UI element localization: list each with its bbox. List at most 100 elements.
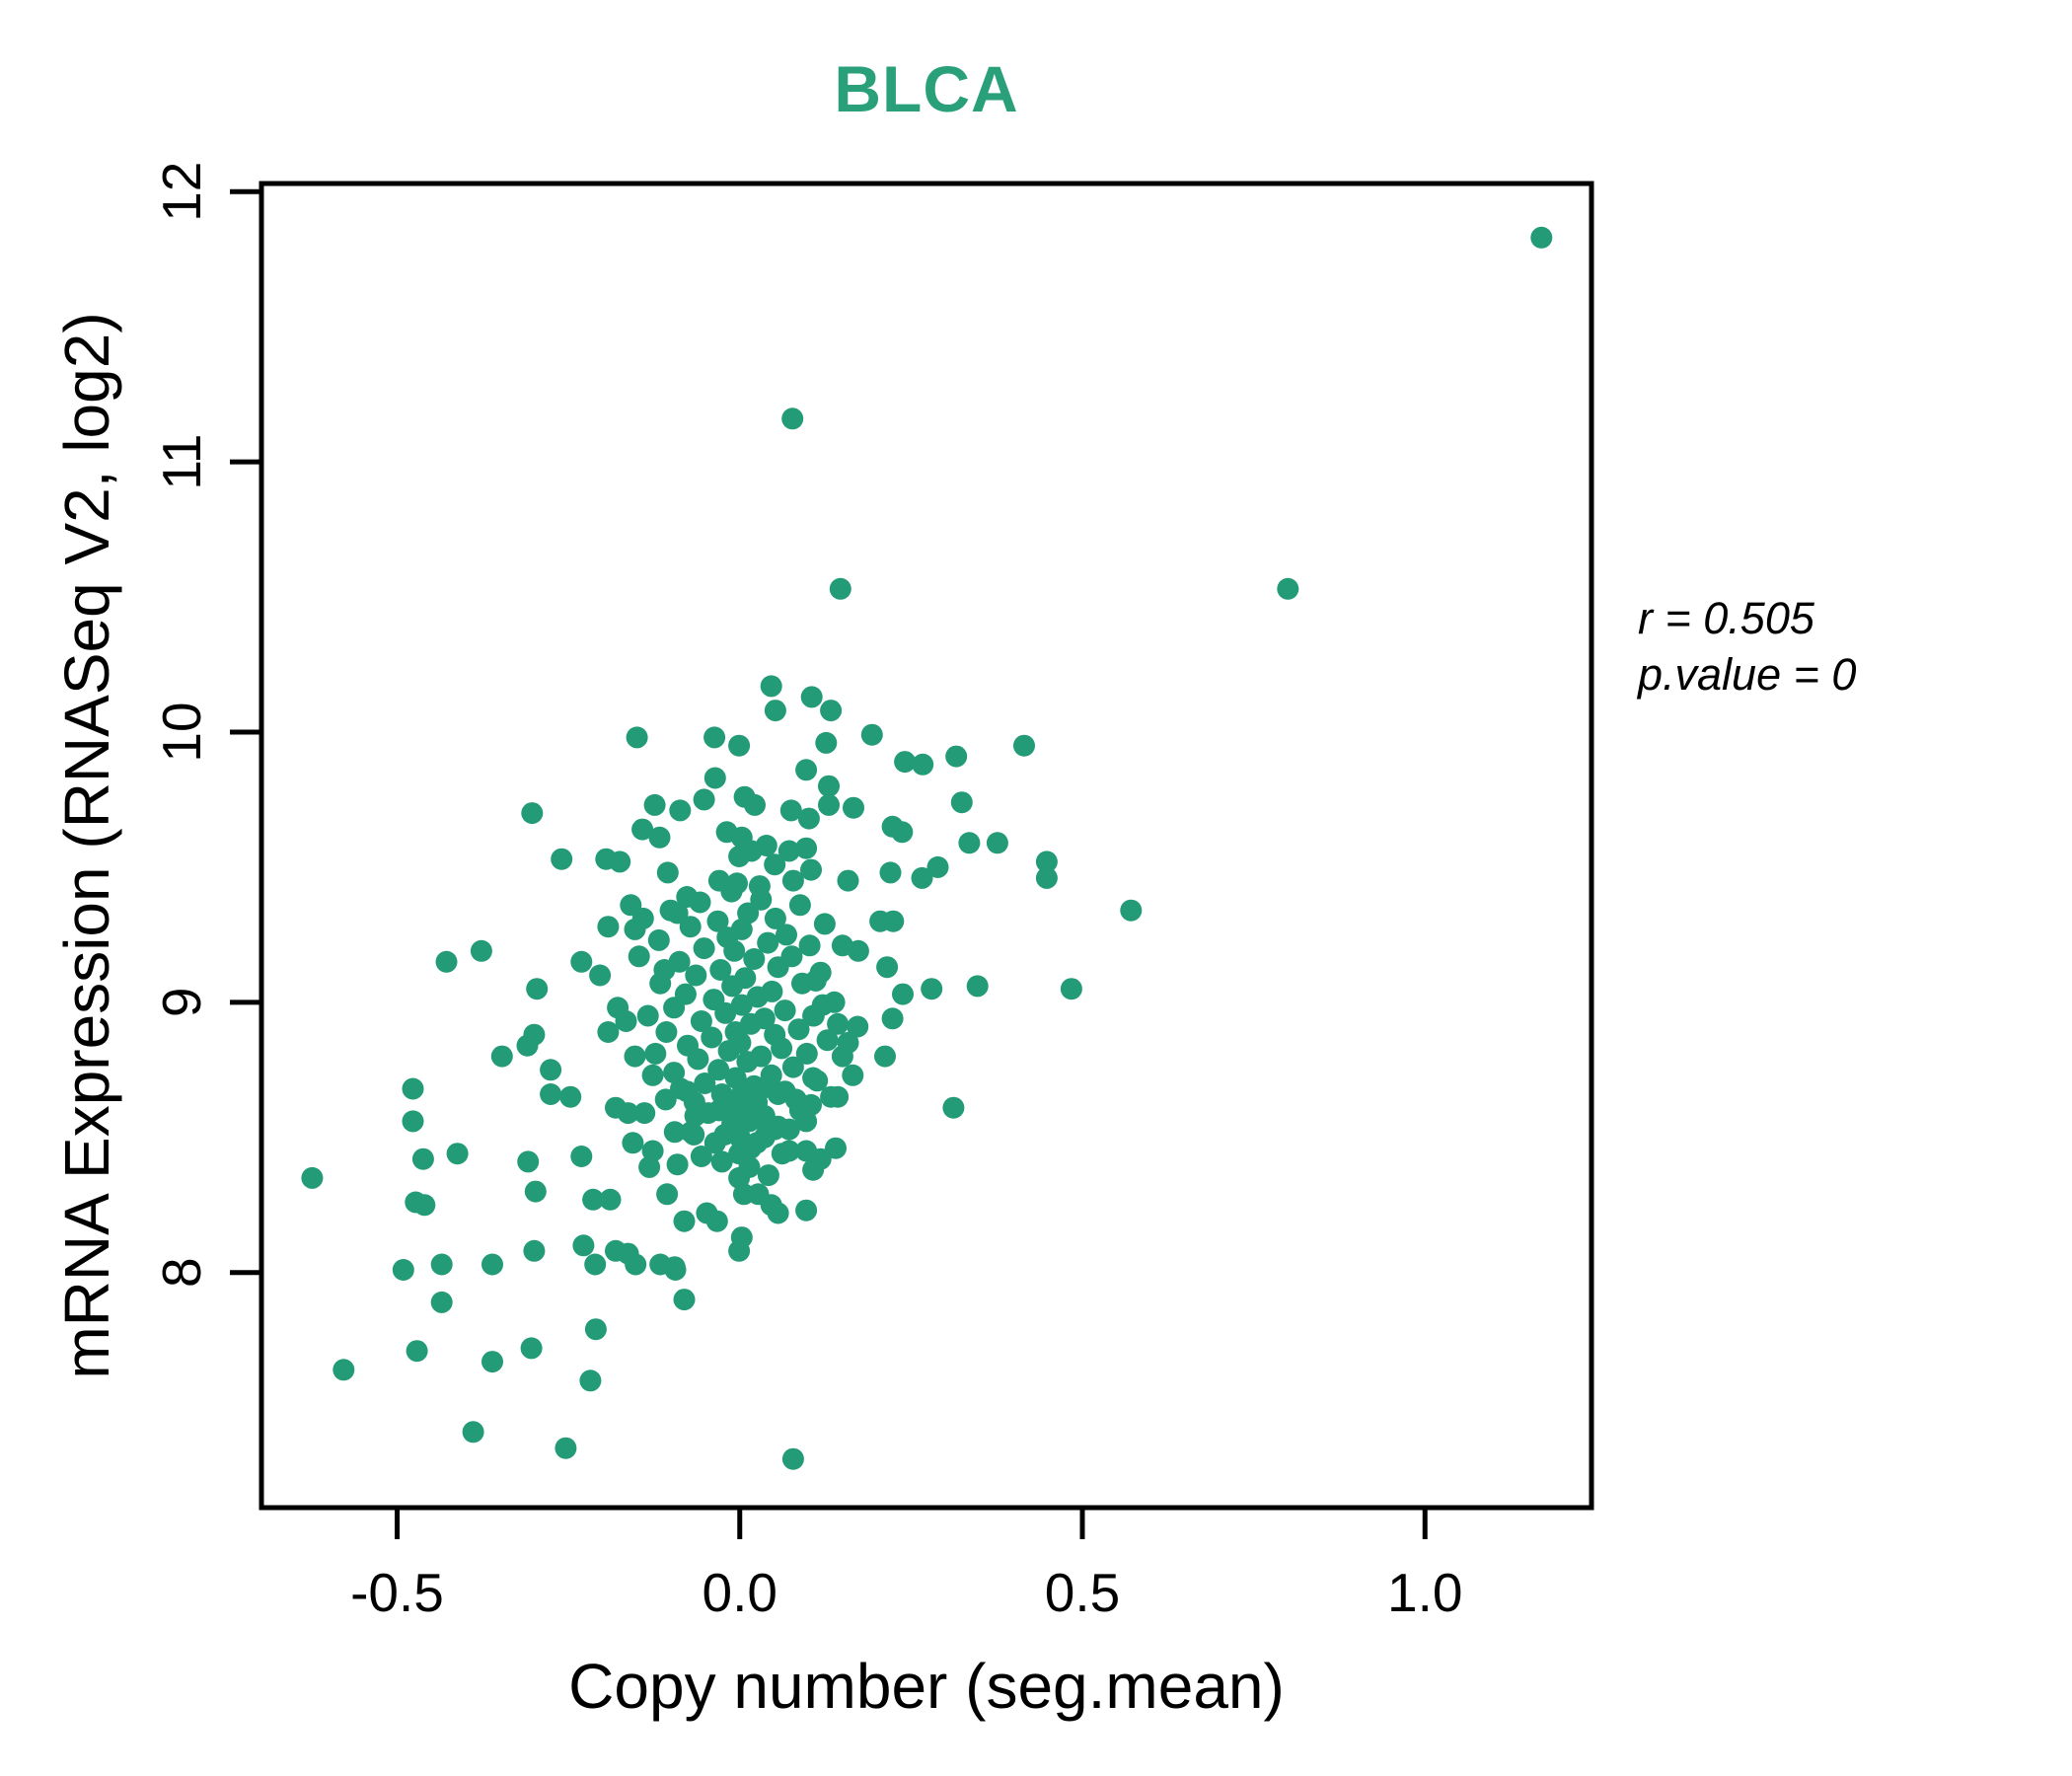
data-point bbox=[777, 840, 800, 862]
data-point bbox=[435, 950, 458, 973]
data-point bbox=[767, 956, 789, 979]
data-point bbox=[942, 1096, 965, 1119]
data-point bbox=[1035, 866, 1058, 889]
data-point bbox=[680, 1121, 703, 1144]
data-point bbox=[797, 807, 820, 830]
data-point bbox=[881, 1007, 904, 1030]
data-point bbox=[540, 1059, 562, 1081]
data-point bbox=[986, 832, 1008, 854]
x-axis-tick-label: 0.5 bbox=[1045, 1562, 1120, 1623]
data-point bbox=[641, 1064, 664, 1086]
data-point bbox=[781, 869, 804, 892]
data-point bbox=[446, 1143, 469, 1165]
data-point bbox=[894, 751, 917, 774]
data-point bbox=[526, 978, 549, 1000]
data-point bbox=[760, 675, 782, 698]
data-point bbox=[685, 964, 707, 987]
data-point bbox=[776, 924, 797, 946]
data-point bbox=[654, 1088, 677, 1111]
data-point bbox=[333, 1359, 355, 1381]
data-point bbox=[728, 1239, 751, 1262]
data-point bbox=[1060, 978, 1082, 1000]
data-point bbox=[523, 1239, 546, 1262]
data-point bbox=[693, 937, 715, 960]
data-point bbox=[705, 1210, 728, 1232]
y-axis-tick-label: 12 bbox=[151, 162, 212, 222]
data-point bbox=[655, 1021, 678, 1043]
data-point bbox=[1035, 851, 1058, 873]
data-point bbox=[693, 788, 715, 811]
data-point bbox=[843, 796, 864, 819]
data-point bbox=[631, 907, 654, 929]
data-point bbox=[921, 978, 943, 1000]
data-point bbox=[663, 997, 686, 1019]
data-point bbox=[860, 723, 883, 746]
data-point bbox=[732, 1093, 755, 1116]
x-axis-tick-label: 1.0 bbox=[1387, 1562, 1462, 1623]
data-point bbox=[879, 861, 902, 884]
data-point bbox=[911, 866, 933, 889]
data-point bbox=[622, 1132, 644, 1154]
data-point bbox=[829, 577, 851, 600]
data-point bbox=[668, 950, 691, 973]
data-point bbox=[470, 939, 492, 962]
data-point bbox=[912, 753, 934, 776]
data-point bbox=[876, 956, 899, 979]
data-point bbox=[707, 1059, 730, 1081]
data-point bbox=[626, 726, 648, 749]
data-point bbox=[430, 1253, 453, 1276]
data-point bbox=[703, 767, 726, 789]
data-point bbox=[579, 1369, 602, 1392]
data-point bbox=[818, 793, 840, 816]
y-axis-tick-label: 10 bbox=[151, 702, 212, 762]
y-axis-tick-label: 11 bbox=[151, 434, 212, 490]
data-point bbox=[818, 775, 840, 797]
data-point bbox=[644, 1042, 667, 1065]
data-point bbox=[517, 1150, 540, 1173]
data-point bbox=[892, 983, 914, 1005]
data-point bbox=[781, 407, 804, 430]
data-point bbox=[820, 700, 843, 722]
data-point bbox=[787, 1018, 810, 1041]
data-point bbox=[663, 1121, 686, 1144]
chart-title: BLCA bbox=[834, 52, 1019, 125]
data-point bbox=[615, 1010, 637, 1032]
data-point bbox=[490, 1045, 513, 1068]
data-point bbox=[301, 1166, 324, 1189]
data-point bbox=[795, 1042, 818, 1065]
data-point bbox=[551, 848, 573, 870]
data-point bbox=[802, 1158, 825, 1181]
data-point bbox=[736, 1051, 759, 1073]
data-point bbox=[402, 1110, 424, 1133]
data-point bbox=[806, 1070, 829, 1092]
data-point bbox=[689, 891, 711, 914]
data-point bbox=[589, 964, 612, 987]
data-point bbox=[788, 894, 811, 917]
data-point bbox=[757, 1164, 779, 1187]
data-point bbox=[781, 1056, 804, 1078]
data-point bbox=[599, 1188, 622, 1211]
data-point bbox=[572, 1234, 595, 1257]
data-point bbox=[663, 1256, 686, 1279]
data-point bbox=[744, 793, 766, 816]
data-point bbox=[788, 1099, 811, 1122]
data-point bbox=[781, 1447, 804, 1470]
data-point bbox=[728, 846, 751, 867]
data-point bbox=[656, 861, 679, 884]
data-point bbox=[559, 1085, 582, 1108]
data-point bbox=[774, 1080, 796, 1103]
data-point bbox=[730, 994, 753, 1016]
data-point bbox=[633, 1102, 656, 1125]
data-point bbox=[669, 799, 692, 822]
data-point bbox=[520, 1337, 543, 1360]
data-point bbox=[570, 950, 593, 973]
data-point bbox=[732, 1183, 755, 1206]
data-point bbox=[874, 1045, 896, 1068]
data-point bbox=[724, 1067, 747, 1089]
data-point bbox=[392, 1259, 414, 1281]
data-point bbox=[757, 931, 779, 954]
data-point bbox=[524, 1180, 547, 1203]
data-point bbox=[746, 1107, 769, 1130]
